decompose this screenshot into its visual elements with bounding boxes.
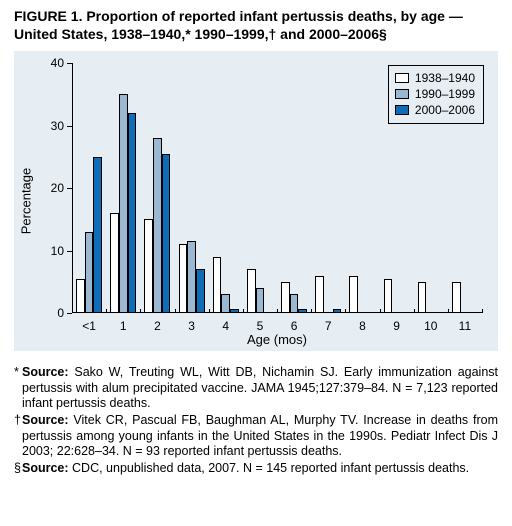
x-tick	[140, 309, 141, 313]
bar	[333, 309, 342, 313]
x-tick-label: 8	[359, 319, 366, 333]
chart: Percentage 0 10 20 30 40 <1 1 2 3 4 5 6 7 8 9 10 11 Age …	[14, 51, 498, 351]
x-tick	[175, 309, 176, 313]
legend-label: 1938–1940	[415, 70, 475, 86]
figure-title: FIGURE 1. Proportion of reported infant …	[14, 8, 498, 43]
footnote: § Source: CDC, unpublished data, 2007. N…	[14, 461, 498, 477]
legend-item: 1990–1999	[395, 86, 475, 102]
x-tick	[380, 309, 381, 313]
x-tick-label: 4	[222, 319, 229, 333]
footnote-lead: Source:	[22, 365, 69, 379]
footnote-text: Vitek CR, Pascual FB, Baughman AL, Murph…	[22, 413, 498, 458]
bar	[196, 269, 205, 313]
x-tick-label: 5	[257, 319, 264, 333]
footnote-mark: §	[14, 461, 21, 477]
x-tick	[448, 309, 449, 313]
footnote: * Source: Sako W, Treuting WL, Witt DB, …	[14, 365, 498, 412]
x-tick-label: 9	[393, 319, 400, 333]
footnote-mark: *	[14, 365, 19, 381]
y-tick	[67, 126, 72, 127]
legend-label: 1990–1999	[415, 86, 475, 102]
y-tick-label: 30	[40, 119, 64, 133]
bar	[349, 276, 358, 314]
bar	[119, 94, 128, 313]
x-tick-label: 3	[188, 319, 195, 333]
x-tick-label: <1	[82, 319, 96, 333]
x-tick	[277, 309, 278, 313]
bar	[256, 288, 265, 313]
x-tick	[209, 309, 210, 313]
footnote-lead: Source:	[22, 413, 69, 427]
y-tick	[67, 251, 72, 252]
legend-swatch	[395, 105, 409, 115]
bar	[76, 279, 85, 313]
bar	[298, 309, 307, 313]
x-tick-label: 10	[424, 319, 437, 333]
x-tick	[414, 309, 415, 313]
x-tick	[106, 309, 107, 313]
bar	[128, 113, 137, 313]
y-tick	[67, 313, 72, 314]
bar	[179, 244, 188, 313]
bar	[85, 232, 94, 313]
footnote-text: CDC, unpublished data, 2007. N = 145 rep…	[69, 461, 470, 475]
bar	[290, 294, 299, 313]
legend-item: 1938–1940	[395, 70, 475, 86]
y-tick-label: 0	[40, 306, 64, 320]
bar	[221, 294, 230, 313]
bar	[187, 241, 196, 313]
x-tick	[311, 309, 312, 313]
x-tick-label: 6	[291, 319, 298, 333]
x-tick	[72, 309, 73, 313]
bar	[153, 138, 162, 313]
footnotes: * Source: Sako W, Treuting WL, Witt DB, …	[14, 365, 498, 476]
x-tick-label: 7	[325, 319, 332, 333]
legend-item: 2000–2006	[395, 102, 475, 118]
x-tick-label: 1	[120, 319, 127, 333]
footnote-text: Sako W, Treuting WL, Witt DB, Nichamin S…	[22, 365, 498, 410]
y-tick	[67, 63, 72, 64]
footnote-mark: †	[14, 413, 21, 429]
bar	[110, 213, 119, 313]
y-tick-label: 10	[40, 244, 64, 258]
x-tick-label: 11	[459, 319, 471, 333]
footnote: † Source: Vitek CR, Pascual FB, Baughman…	[14, 413, 498, 460]
y-tick	[67, 188, 72, 189]
bar	[93, 157, 102, 313]
legend-swatch	[395, 89, 409, 99]
bar	[384, 279, 393, 313]
bar	[418, 282, 427, 313]
y-axis-label: Percentage	[19, 168, 34, 235]
x-tick	[482, 309, 483, 313]
legend-swatch	[395, 73, 409, 83]
bar	[162, 154, 171, 313]
footnote-lead: Source:	[22, 461, 69, 475]
bar	[315, 276, 324, 314]
y-tick-label: 20	[40, 181, 64, 195]
legend: 1938–19401990–19992000–2006	[388, 65, 484, 124]
x-tick	[345, 309, 346, 313]
x-tick-label: 2	[154, 319, 161, 333]
legend-label: 2000–2006	[415, 102, 475, 118]
y-axis	[72, 63, 73, 313]
bar	[230, 309, 239, 313]
bar	[213, 257, 222, 313]
x-axis-label: Age (mos)	[72, 332, 482, 347]
bar	[144, 219, 153, 313]
bar	[452, 282, 461, 313]
bar	[247, 269, 256, 313]
bar	[281, 282, 290, 313]
y-tick-label: 40	[40, 56, 64, 70]
x-tick	[243, 309, 244, 313]
